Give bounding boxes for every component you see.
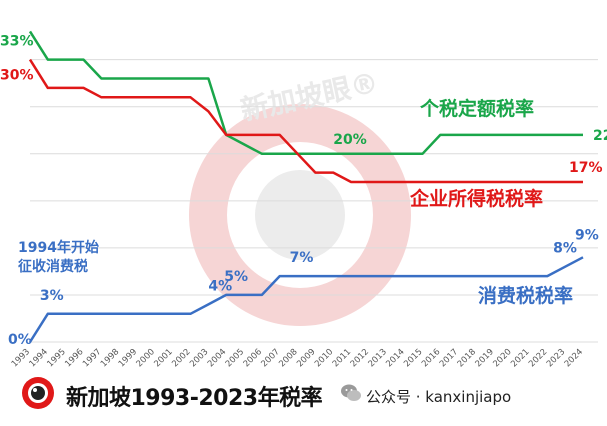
series-line-2 (28, 256, 584, 343)
x-tick-label: 2003 (188, 347, 210, 369)
x-tick-label: 2010 (313, 347, 335, 369)
data-label: 9% (575, 227, 599, 243)
data-label: 5% (224, 269, 248, 285)
x-tick-label: 2005 (224, 347, 246, 369)
x-tick-label: 2011 (331, 347, 353, 369)
series-line-1 (28, 58, 583, 184)
x-tick-label: 2019 (474, 347, 496, 369)
note-line: 1994年开始 (18, 239, 99, 256)
footer-title: 新加坡1993-2023年税率 (66, 386, 323, 411)
series-line-0 (28, 30, 583, 156)
x-tick-label: 2023 (545, 347, 567, 369)
x-tick-label: 2024 (563, 347, 585, 369)
brand-logo-icon (22, 377, 54, 409)
data-label: 22% (593, 128, 607, 144)
x-tick-label: 2004 (206, 347, 228, 369)
x-tick-label: 1994 (28, 347, 50, 369)
data-label: 17% (569, 160, 603, 176)
x-tick-label: 2021 (509, 347, 531, 369)
x-tick-label: 2000 (135, 347, 157, 369)
x-tick-label: 2018 (456, 347, 478, 369)
watermark-eye (255, 170, 345, 260)
x-tick-label: 2022 (527, 347, 549, 369)
x-tick-label: 2008 (277, 347, 299, 369)
x-tick-label: 2002 (170, 347, 192, 369)
legend-label-1: 企业所得税税率 (409, 187, 543, 210)
x-tick-label: 2017 (438, 347, 460, 369)
x-tick-label: 1999 (117, 347, 139, 369)
x-tick-label: 1996 (63, 347, 85, 369)
data-label: 8% (553, 241, 577, 257)
note-line: 征收消费税 (18, 258, 88, 275)
x-tick-label: 2001 (152, 347, 174, 369)
watermark: 新加坡眼® (189, 66, 411, 326)
data-label: 7% (290, 250, 314, 266)
x-tick-label: 1993 (10, 347, 32, 369)
x-tick-label: 2016 (420, 347, 442, 369)
data-label: 20% (333, 132, 367, 148)
x-tick-label: 2015 (402, 347, 424, 369)
data-label: 3% (40, 288, 64, 304)
x-tick-label: 2012 (349, 347, 371, 369)
wechat-icon (341, 384, 361, 401)
x-tick-label: 2014 (384, 347, 406, 369)
legend-label-2: 消费税税率 (478, 284, 573, 307)
x-tick-label: 1998 (99, 347, 121, 369)
watermark-ring (189, 104, 411, 326)
footer (0, 368, 607, 426)
x-tick-label: 2020 (491, 347, 513, 369)
data-label: 30% (0, 68, 34, 84)
data-label: 33% (0, 33, 34, 49)
x-tick-label: 2013 (367, 347, 389, 369)
data-label: 4% (208, 278, 232, 294)
x-tick-label: 1995 (45, 347, 67, 369)
data-label: 0% (8, 332, 32, 348)
x-tick-label: 2006 (242, 347, 264, 369)
legend-label-0: 个税定额税率 (419, 97, 534, 120)
x-tick-label: 2007 (259, 347, 281, 369)
x-tick-label: 1997 (81, 347, 103, 369)
x-tick-label: 2009 (295, 347, 317, 369)
footer-account: 公众号 · kanxinjiapo (366, 388, 512, 406)
